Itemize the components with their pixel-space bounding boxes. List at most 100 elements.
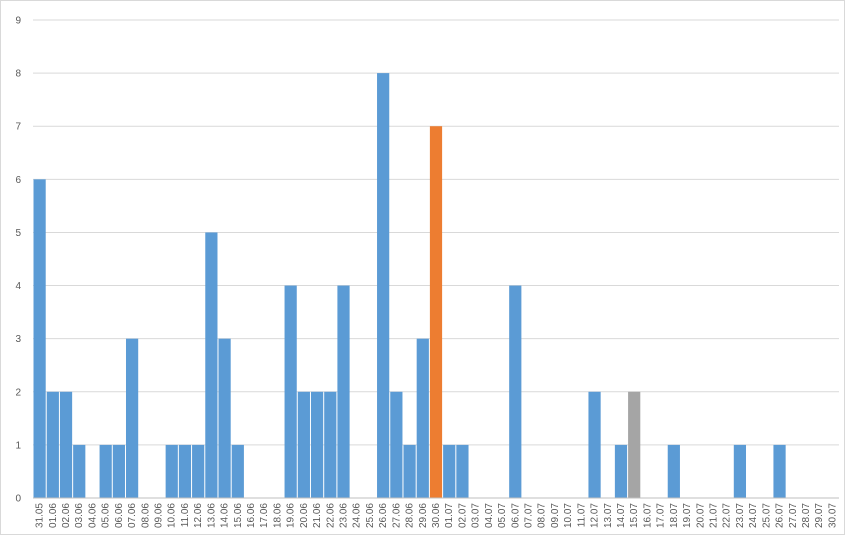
x-tick-label: 04.06 — [87, 503, 98, 528]
bar — [99, 444, 112, 498]
x-tick-label: 08.06 — [140, 503, 151, 528]
x-tick-label: 11.06 — [180, 503, 191, 528]
x-tick-label: 14.07 — [616, 503, 627, 528]
bar — [429, 126, 443, 498]
x-tick-label: 05.06 — [101, 503, 112, 528]
x-tick-label: 19.06 — [286, 503, 297, 528]
x-tick-label: 19.07 — [682, 503, 693, 528]
bar — [456, 444, 469, 498]
x-tick-label: 02.06 — [61, 503, 72, 528]
x-tick-label: 25.07 — [761, 503, 772, 528]
x-tick-label: 28.06 — [405, 503, 416, 528]
x-tick-label: 25.06 — [365, 503, 376, 528]
x-tick-label: 27.07 — [788, 503, 799, 528]
y-tick-label: 0 — [15, 494, 21, 505]
y-tick-label: 2 — [15, 387, 21, 398]
x-tick-label: 03.07 — [471, 503, 482, 528]
y-tick-label: 7 — [15, 122, 21, 133]
bar — [125, 338, 139, 498]
y-tick-label: 8 — [15, 69, 21, 80]
x-tick-label: 13.07 — [603, 503, 614, 528]
bar — [297, 391, 310, 498]
x-tick-label: 06.06 — [114, 503, 125, 528]
x-tick-label: 07.06 — [127, 503, 138, 528]
x-tick-label: 24.06 — [352, 503, 363, 528]
bar — [205, 232, 218, 498]
bar — [733, 444, 747, 498]
bar — [59, 391, 73, 498]
x-tick-label: 21.07 — [708, 503, 719, 528]
y-tick-label: 9 — [15, 16, 21, 27]
bar — [628, 391, 641, 498]
x-tick-label: 14.06 — [220, 503, 231, 528]
bars — [33, 73, 786, 499]
x-tick-label: 18.07 — [669, 503, 680, 528]
y-tick-label: 3 — [15, 334, 21, 345]
bar — [165, 444, 178, 498]
bar — [73, 444, 86, 498]
x-tick-label: 30.07 — [827, 503, 838, 528]
x-tick-label: 29.06 — [418, 503, 429, 528]
bar — [324, 391, 337, 498]
x-tick-label: 18.06 — [272, 503, 283, 528]
x-tick-label: 23.07 — [735, 503, 746, 528]
x-tick-label: 24.07 — [748, 503, 759, 528]
x-axis-ticks: 31.05 01.06 02.06 03.06 04.06 05.06 06.06 07.06… — [35, 503, 839, 528]
x-tick-label: 02.07 — [457, 503, 468, 528]
x-tick-label: 12.06 — [193, 503, 204, 528]
bar — [403, 444, 416, 498]
x-tick-label: 20.07 — [695, 503, 706, 528]
x-tick-label: 09.07 — [550, 503, 561, 528]
bar — [192, 444, 205, 498]
bar — [178, 444, 192, 498]
x-tick-label: 26.07 — [775, 503, 786, 528]
x-tick-label: 13.06 — [206, 503, 217, 528]
y-tick-label: 4 — [15, 281, 21, 292]
x-tick-label: 27.06 — [391, 503, 402, 528]
bar — [773, 444, 786, 498]
x-tick-label: 01.07 — [444, 503, 455, 528]
x-tick-label: 16.06 — [246, 503, 257, 528]
x-tick-label: 07.07 — [523, 503, 534, 528]
bar — [231, 444, 244, 498]
bar — [443, 444, 456, 498]
bar — [390, 391, 403, 498]
bar — [614, 444, 628, 498]
x-tick-label: 04.07 — [484, 503, 495, 528]
x-tick-label: 17.06 — [259, 503, 270, 528]
x-tick-label: 28.07 — [801, 503, 812, 528]
y-tick-label: 5 — [15, 228, 21, 239]
x-tick-label: 22.07 — [722, 503, 733, 528]
x-tick-label: 11.07 — [576, 503, 587, 528]
x-tick-label: 08.07 — [537, 503, 548, 528]
bar — [416, 338, 429, 498]
x-tick-label: 01.06 — [48, 503, 59, 528]
bar — [218, 338, 231, 498]
x-tick-label: 23.06 — [339, 503, 350, 528]
y-axis-ticks: 0 1 2 3 4 5 6 7 8 9 — [15, 16, 21, 505]
x-tick-label: 03.06 — [74, 503, 85, 528]
bar — [667, 444, 680, 498]
x-tick-label: 17.07 — [656, 503, 667, 528]
x-tick-label: 06.07 — [510, 503, 521, 528]
x-tick-label: 22.06 — [325, 503, 336, 528]
x-tick-label: 15.07 — [629, 503, 640, 528]
x-tick-label: 10.07 — [563, 503, 574, 528]
bar — [377, 73, 390, 498]
bar — [337, 285, 350, 498]
x-tick-label: 29.07 — [814, 503, 825, 528]
y-tick-label: 1 — [15, 440, 21, 451]
bar — [112, 444, 125, 498]
x-tick-label: 26.06 — [378, 503, 389, 528]
y-tick-label: 6 — [15, 175, 21, 186]
x-tick-label: 09.06 — [154, 503, 165, 528]
x-tick-label: 20.06 — [299, 503, 310, 528]
bar — [310, 391, 324, 498]
x-tick-label: 30.06 — [431, 503, 442, 528]
bar — [509, 285, 522, 498]
x-tick-label: 16.07 — [642, 503, 653, 528]
bar — [46, 391, 59, 498]
x-tick-label: 15.06 — [233, 503, 244, 528]
